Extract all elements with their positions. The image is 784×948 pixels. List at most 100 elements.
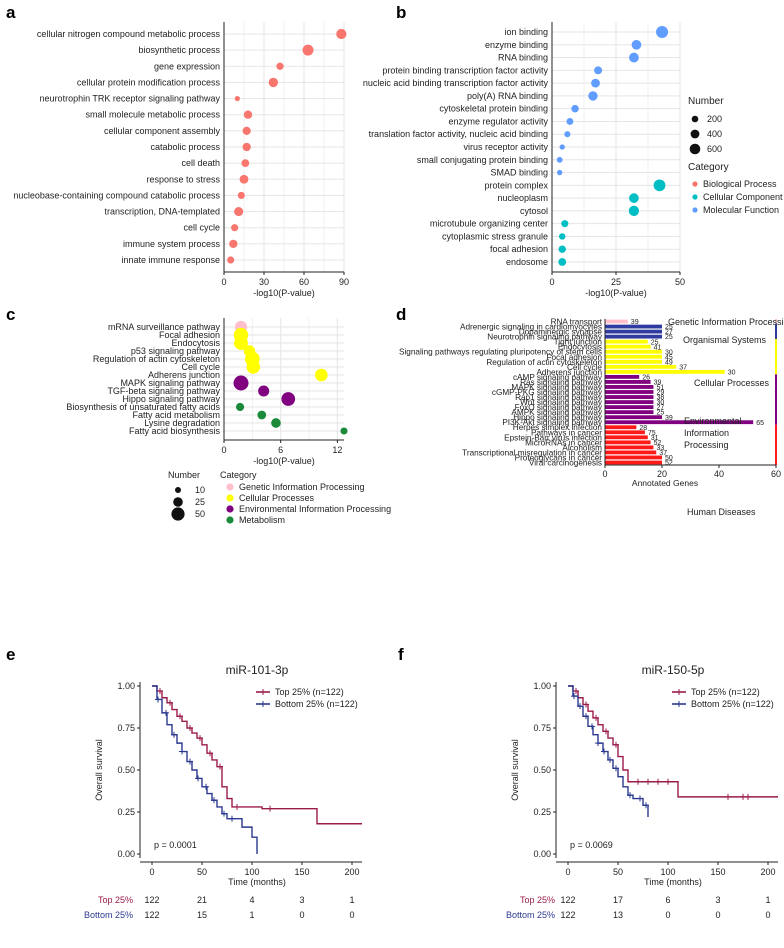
bar	[605, 410, 654, 415]
bar-category-label: AMPK signaling pathway	[511, 408, 602, 417]
category-label: immune system process	[123, 239, 221, 249]
censor-mark	[221, 810, 227, 817]
y-tick-label: 0.00	[117, 849, 135, 859]
bar	[605, 405, 654, 410]
censor-mark	[595, 740, 601, 747]
category-label: Lysine degradation	[144, 418, 220, 428]
censor-mark	[603, 728, 609, 735]
censor-mark	[665, 778, 671, 785]
size-legend-label: 25	[195, 497, 205, 507]
data-point	[239, 174, 249, 184]
bar	[605, 359, 662, 364]
bar	[605, 460, 662, 465]
censor-mark	[593, 714, 599, 721]
censor-mark	[211, 797, 217, 804]
bar-value-label: 25	[665, 334, 673, 341]
category-label: small molecule metabolic process	[85, 110, 220, 120]
panel-e: e miR-101-3p0.000.250.500.751.000 50 100 15…	[6, 645, 362, 920]
category-label: catabolic process	[150, 142, 220, 152]
risk-table-cell: 15	[197, 910, 207, 920]
bar-category-label: MAPK signaling pathway	[511, 383, 602, 392]
panel-d: d RNA transport 39 Adrenergic signaling in…	[396, 305, 784, 517]
data-point	[631, 39, 642, 50]
bar-value-label: 25	[651, 339, 659, 346]
bar	[605, 400, 654, 404]
bar	[605, 354, 662, 359]
data-point	[231, 224, 239, 232]
data-point	[558, 233, 566, 240]
data-point	[234, 207, 244, 217]
category-label: cytoskeletal protein binding	[439, 104, 548, 114]
panel-f: f miR-150-5p0.000.250.500.751.000 50 100 15…	[398, 645, 778, 920]
survival-curve	[152, 685, 258, 854]
data-point	[629, 52, 639, 63]
bar-category-label: Wnt signaling pathway	[520, 398, 603, 407]
bar	[605, 395, 654, 399]
category-label: nucleoplasm	[497, 193, 548, 203]
y-tick-label: 0.00	[533, 849, 551, 859]
y-tick-label: 0.25	[117, 807, 135, 817]
risk-table-cell: 0	[715, 910, 720, 920]
group-label: Information	[684, 428, 729, 438]
x-axis-title: Time (months)	[228, 877, 286, 887]
x-tick-label: 150	[710, 867, 725, 877]
chart-title: miR-150-5p	[642, 663, 705, 677]
category-label: gene expression	[154, 61, 220, 71]
category-label: Focal adhesion	[159, 330, 220, 340]
data-point	[571, 104, 579, 113]
bar-category-label: Tight junction	[554, 338, 603, 347]
size-legend-dot	[689, 143, 701, 155]
data-point	[237, 191, 245, 200]
bar-value-label: 31	[651, 435, 659, 442]
data-point	[559, 144, 565, 150]
category-label: cellular protein modification process	[77, 77, 221, 87]
p-value-label: p = 0.0001	[154, 840, 197, 850]
panel-label-f: f	[398, 645, 404, 664]
category-label: neurotrophin TRK receptor signaling path…	[40, 94, 221, 104]
x-tick-label: 0	[549, 277, 554, 287]
x-tick-label: 150	[294, 867, 309, 877]
censor-mark	[613, 765, 619, 772]
bar-value-label: 51	[656, 385, 664, 392]
color-legend-label: Molecular Function	[703, 205, 779, 215]
legend-label: Bottom 25% (n=122)	[275, 699, 358, 709]
bar	[605, 430, 645, 435]
data-point	[276, 62, 284, 70]
risk-table-row-label: Top 25%	[98, 895, 133, 905]
censor-mark	[179, 748, 185, 755]
color-legend-label: Genetic Information Processing	[239, 482, 365, 492]
bar-category-label: cGMP-PKG signaling pathway	[492, 388, 603, 397]
data-point	[246, 360, 261, 374]
bar-value-label: 39	[631, 319, 639, 326]
data-point	[588, 91, 598, 101]
bar-value-label: 30	[665, 349, 673, 356]
category-label: enzyme regulator activity	[448, 116, 548, 126]
category-label: cellular nitrogen compound metabolic pro…	[37, 29, 221, 39]
size-legend-label: 600	[707, 144, 722, 154]
color-legend-dot	[692, 181, 698, 187]
risk-table-cell: 0	[665, 910, 670, 920]
panel-label-d: d	[396, 305, 406, 324]
bar	[605, 435, 648, 440]
size-legend-dot	[691, 115, 699, 123]
censor-mark	[645, 778, 651, 785]
color-legend-dot	[226, 494, 234, 502]
x-tick-label: 0	[602, 469, 607, 479]
censor-mark	[643, 802, 649, 809]
y-tick-label: 0.50	[117, 765, 135, 775]
category-label: mRNA surveillance pathway	[108, 322, 221, 332]
censor-mark	[167, 699, 173, 706]
category-label: small conjugating protein binding	[417, 155, 548, 165]
category-label: translation factor activity, nucleic aci…	[369, 129, 548, 139]
category-label: poly(A) RNA binding	[467, 91, 548, 101]
data-point	[268, 77, 279, 88]
size-legend-label: 10	[195, 485, 205, 495]
bar-category-label: Pathways in cancer	[531, 428, 602, 437]
data-point	[656, 26, 669, 38]
color-legend-label: Metabolism	[239, 515, 285, 525]
bar-value-label: 52	[654, 440, 662, 447]
bar	[605, 390, 654, 394]
bar-category-label: MicroRNAs in cancer	[525, 438, 602, 447]
bar-value-label: 33	[656, 445, 664, 452]
censor-mark	[267, 805, 273, 812]
